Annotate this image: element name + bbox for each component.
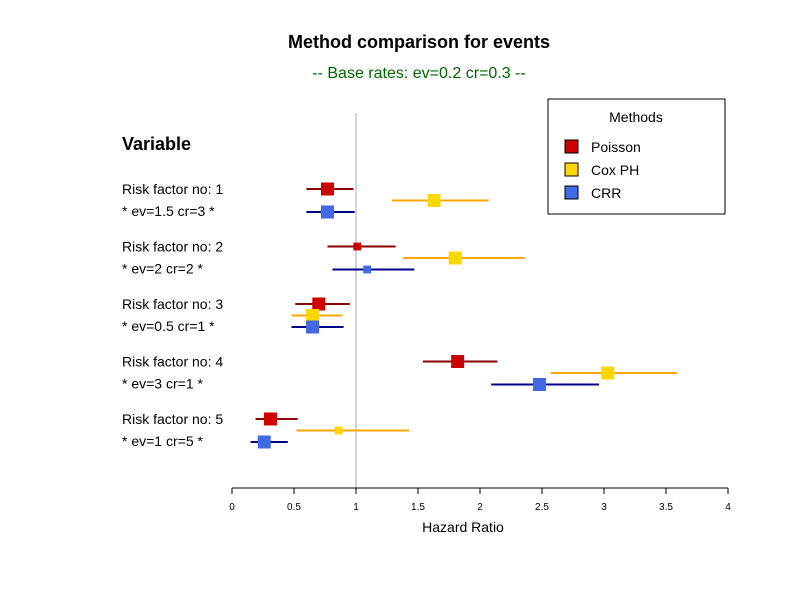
legend-items: Poisson Cox PH CRR	[564, 139, 641, 201]
point-estimate	[320, 182, 334, 196]
legend-item-cox-ph: Cox PH	[564, 162, 639, 178]
row-sublabel: * ev=0.5 cr=1 *	[122, 318, 215, 334]
estimate-poisson	[327, 242, 396, 251]
point-estimate	[312, 297, 326, 311]
estimate-poisson	[255, 412, 298, 426]
legend-swatch	[564, 162, 579, 177]
x-tick-label: 4	[725, 502, 731, 513]
row-label: Risk factor no: 3	[122, 296, 223, 312]
legend-label: CRR	[591, 185, 621, 201]
x-tick-label: 2	[477, 502, 483, 513]
point-estimate	[533, 378, 547, 391]
row-label: Risk factor no: 4	[122, 354, 223, 370]
x-tick-label: 2.5	[535, 502, 549, 513]
row-label: Risk factor no: 1	[122, 181, 223, 197]
x-tick-label: 3	[601, 502, 607, 513]
estimate-poisson	[422, 355, 498, 368]
row-sublabel: * ev=1.5 cr=3 *	[122, 203, 215, 219]
legend-swatch	[564, 185, 579, 200]
row-labels: Risk factor no: 1 * ev=1.5 cr=3 * Risk fa…	[122, 181, 223, 449]
estimate-cox-ph	[550, 366, 678, 380]
point-estimate	[427, 194, 441, 207]
point-estimate	[334, 426, 343, 435]
x-axis-label: Hazard Ratio	[422, 519, 504, 535]
estimate-cox-ph	[391, 194, 489, 207]
x-tick-label: 3.5	[659, 502, 673, 513]
estimate-crr	[291, 320, 344, 334]
legend-label: Poisson	[591, 139, 641, 155]
variable-header: Variable	[122, 134, 191, 154]
estimate-marks	[250, 182, 678, 449]
point-estimate	[363, 265, 372, 274]
point-estimate	[448, 251, 462, 265]
estimate-crr	[250, 435, 288, 449]
x-tick-label: 0	[229, 502, 235, 513]
row-label: Risk factor no: 2	[122, 239, 223, 255]
point-estimate	[306, 320, 320, 334]
legend-swatch	[564, 139, 579, 154]
chart-subtitle: -- Base rates: ev=0.2 cr=0.3 --	[312, 65, 525, 82]
estimate-crr	[306, 205, 355, 219]
legend: Methods Poisson Cox PH CRR	[547, 98, 726, 215]
row-label: Risk factor no: 5	[122, 411, 223, 427]
x-axis: 0 0.5 1 1.5 2 2.5 3 3.5 4	[229, 487, 731, 513]
legend-title: Methods	[609, 109, 663, 125]
estimate-cox-ph	[403, 251, 525, 265]
point-estimate	[320, 205, 334, 219]
point-estimate	[306, 309, 320, 322]
estimate-crr	[332, 265, 415, 274]
estimate-cox-ph	[296, 426, 410, 435]
x-tick-label: 0.5	[287, 502, 301, 513]
legend-item-crr: CRR	[564, 185, 621, 201]
legend-item-poisson: Poisson	[564, 139, 641, 155]
x-tick-label: 1.5	[411, 502, 425, 513]
row-sublabel: * ev=3 cr=1 *	[122, 376, 203, 392]
x-tick-label: 1	[353, 502, 359, 513]
point-estimate	[451, 355, 465, 368]
point-estimate	[263, 412, 277, 426]
legend-label: Cox PH	[591, 162, 639, 178]
point-estimate	[257, 435, 271, 449]
estimate-poisson	[295, 297, 350, 311]
point-estimate	[601, 366, 615, 380]
row-sublabel: * ev=2 cr=2 *	[122, 261, 203, 277]
estimate-poisson	[306, 182, 354, 196]
point-estimate	[353, 242, 362, 251]
estimate-cox-ph	[291, 309, 343, 322]
chart-title: Method comparison for events	[288, 32, 550, 52]
row-sublabel: * ev=1 cr=5 *	[122, 433, 203, 449]
estimate-crr	[491, 378, 600, 391]
